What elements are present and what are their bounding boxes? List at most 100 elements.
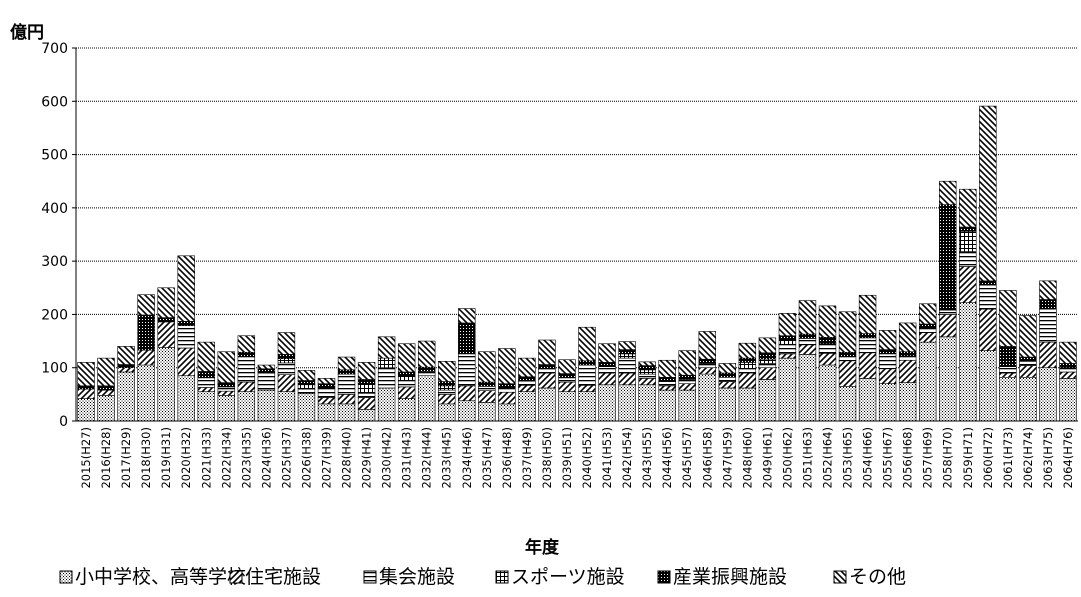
bar-segment-3: [638, 369, 656, 375]
y-tick-label: 100: [41, 361, 68, 377]
x-tick-label: 2042(H54): [620, 427, 634, 489]
bar-segment-0: [798, 354, 817, 422]
bar-segment-0: [698, 373, 716, 422]
bar-segment-2: [1019, 361, 1037, 366]
bar-segment-4: [337, 369, 356, 375]
bar-segment-2: [658, 381, 676, 387]
bar-segment-4: [1059, 363, 1077, 369]
bar-segment-5: [438, 361, 456, 382]
bar-segment-4: [678, 374, 696, 380]
bar-segment-5: [117, 346, 135, 365]
x-tick-label: 2033(H45): [440, 427, 454, 489]
x-tick-label: 2038(H50): [540, 427, 554, 489]
bar-segment-0: [618, 384, 636, 422]
x-tick-label: 2057(H69): [921, 427, 935, 489]
bar-segment-4: [999, 346, 1017, 367]
bar-segment-2: [918, 327, 937, 333]
bar-segment-1: [478, 390, 496, 403]
bar-segment-4: [458, 322, 476, 355]
bar-segment-0: [578, 391, 596, 422]
x-tick-label: 2036(H48): [500, 427, 514, 489]
bar-segment-1: [698, 367, 716, 375]
bar-segment-1: [558, 381, 576, 392]
x-tick-label: 2031(H43): [400, 427, 414, 489]
bar-segment-4: [257, 368, 276, 374]
bar-segment-0: [498, 403, 516, 422]
bar-segment-2: [397, 380, 416, 388]
bar-segment-2: [698, 363, 716, 369]
bar-segment-0: [658, 389, 676, 422]
bar-segment-2: [217, 386, 236, 392]
x-tick-label: 2039(H51): [560, 427, 574, 489]
bar-segment-2: [678, 379, 696, 384]
bar-segment-5: [979, 105, 997, 282]
bar-segment-4: [918, 323, 937, 329]
bar-segment-1: [317, 397, 336, 405]
bar-segment-1: [157, 321, 175, 348]
x-tick-label: 2032(H44): [420, 427, 434, 489]
legend-label: 住宅施設: [245, 566, 321, 588]
bar-segment-0: [1019, 377, 1037, 422]
x-tick-label: 2050(H62): [780, 427, 794, 489]
bar-segment-0: [237, 391, 256, 422]
legend-label: 小中学校、高等学校: [75, 566, 246, 588]
bar-segment-5: [458, 308, 476, 324]
x-tick-label: 2047(H59): [720, 427, 734, 489]
x-tick-label: 2035(H47): [480, 427, 494, 489]
x-tick-label: 2037(H49): [520, 427, 534, 489]
bar-segment-0: [357, 408, 376, 422]
x-tick-label: 2015(H27): [79, 427, 93, 489]
bar-segment-2: [478, 386, 496, 391]
x-tick-label: 2026(H38): [299, 427, 313, 489]
legend-label: その他: [849, 566, 906, 588]
bar-segment-4: [438, 381, 456, 387]
bar-segment-0: [137, 364, 155, 422]
bar-segment-1: [117, 367, 135, 373]
bar-segment-2: [939, 309, 957, 315]
bar-segment-1: [177, 347, 195, 377]
bar-segment-2: [578, 364, 596, 386]
bar-segment-5: [939, 180, 957, 205]
bar-segment-2: [598, 366, 616, 374]
bar-segment-0: [878, 383, 897, 422]
bar-segment-2: [357, 392, 376, 398]
bar-segment-0: [678, 389, 696, 422]
bar-segment-5: [498, 348, 516, 385]
bar-segment-3: [357, 383, 376, 394]
bar-segment-4: [197, 371, 215, 379]
x-tick-label: 2059(H71): [961, 427, 975, 489]
bar-segment-5: [478, 351, 496, 383]
bar-segment-4: [1039, 299, 1057, 310]
gridlines: [76, 47, 1078, 369]
bar-segment-5: [1059, 341, 1077, 364]
x-tick-label: 2054(H66): [861, 427, 875, 489]
y-tick-label: 500: [41, 148, 68, 164]
bar-segment-2: [498, 387, 516, 393]
bar-segment-4: [117, 364, 135, 369]
bar-segment-1: [77, 388, 95, 399]
bar-segment-2: [898, 355, 917, 361]
bar-segment-4: [718, 372, 737, 378]
bar-segment-3: [377, 357, 396, 369]
x-tick-label: 2051(H63): [800, 427, 814, 489]
bar-segment-0: [939, 336, 957, 422]
bar-segment-1: [718, 381, 737, 389]
bar-segment-0: [458, 400, 476, 422]
bar-segment-4: [277, 354, 296, 359]
bar-segment-3: [618, 353, 636, 359]
bar-segment-0: [97, 395, 115, 422]
x-tick-label: 2023(H35): [239, 427, 253, 489]
x-tick-label: 2041(H53): [600, 427, 614, 489]
bar-segment-4: [478, 381, 496, 387]
bar-segment-2: [257, 372, 276, 391]
bar-segment-1: [1039, 341, 1057, 369]
x-tick-label: 2019(H31): [159, 427, 173, 489]
x-tick-label: 2060(H72): [981, 427, 995, 489]
x-tick-label: 2034(H46): [460, 427, 474, 489]
bar-segment-4: [778, 335, 797, 341]
bar-segment-5: [257, 364, 276, 370]
bar-segment-1: [618, 372, 636, 386]
bar-segment-2: [738, 368, 757, 374]
bar-segment-5: [678, 350, 696, 376]
